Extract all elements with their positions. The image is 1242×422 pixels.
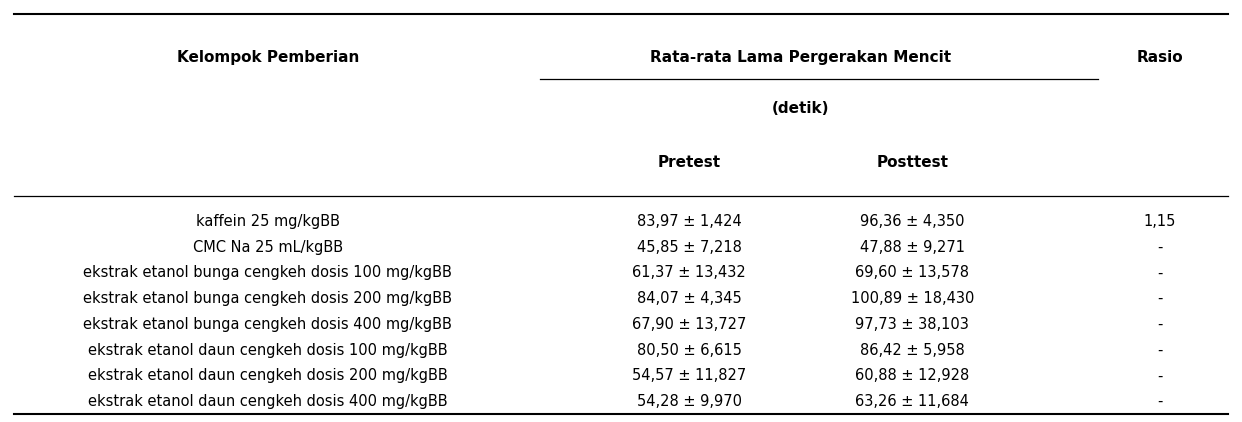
Text: Pretest: Pretest	[657, 155, 720, 170]
Text: ekstrak etanol daun cengkeh dosis 100 mg/kgBB: ekstrak etanol daun cengkeh dosis 100 mg…	[88, 343, 447, 358]
Text: 61,37 ± 13,432: 61,37 ± 13,432	[632, 265, 746, 281]
Text: 47,88 ± 9,271: 47,88 ± 9,271	[859, 240, 965, 255]
Text: 69,60 ± 13,578: 69,60 ± 13,578	[856, 265, 969, 281]
Text: ekstrak etanol bunga cengkeh dosis 200 mg/kgBB: ekstrak etanol bunga cengkeh dosis 200 m…	[83, 291, 452, 306]
Text: 80,50 ± 6,615: 80,50 ± 6,615	[637, 343, 741, 358]
Text: -: -	[1158, 394, 1163, 409]
Text: kaffein 25 mg/kgBB: kaffein 25 mg/kgBB	[196, 214, 340, 229]
Text: 96,36 ± 4,350: 96,36 ± 4,350	[859, 214, 965, 229]
Text: 97,73 ± 38,103: 97,73 ± 38,103	[856, 317, 969, 332]
Text: 86,42 ± 5,958: 86,42 ± 5,958	[859, 343, 965, 358]
Text: Rata-rata Lama Pergerakan Mencit: Rata-rata Lama Pergerakan Mencit	[650, 51, 951, 65]
Text: 54,57 ± 11,827: 54,57 ± 11,827	[632, 368, 746, 384]
Text: -: -	[1158, 291, 1163, 306]
Text: Posttest: Posttest	[876, 155, 948, 170]
Text: -: -	[1158, 343, 1163, 358]
Text: -: -	[1158, 317, 1163, 332]
Text: 67,90 ± 13,727: 67,90 ± 13,727	[632, 317, 746, 332]
Text: 83,97 ± 1,424: 83,97 ± 1,424	[637, 214, 741, 229]
Text: 1,15: 1,15	[1144, 214, 1176, 229]
Text: 54,28 ± 9,970: 54,28 ± 9,970	[637, 394, 741, 409]
Text: ekstrak etanol daun cengkeh dosis 400 mg/kgBB: ekstrak etanol daun cengkeh dosis 400 mg…	[88, 394, 447, 409]
Text: 60,88 ± 12,928: 60,88 ± 12,928	[854, 368, 969, 384]
Text: 63,26 ± 11,684: 63,26 ± 11,684	[856, 394, 969, 409]
Text: ekstrak etanol bunga cengkeh dosis 400 mg/kgBB: ekstrak etanol bunga cengkeh dosis 400 m…	[83, 317, 452, 332]
Text: 84,07 ± 4,345: 84,07 ± 4,345	[637, 291, 741, 306]
Text: -: -	[1158, 240, 1163, 255]
Text: ekstrak etanol daun cengkeh dosis 200 mg/kgBB: ekstrak etanol daun cengkeh dosis 200 mg…	[88, 368, 447, 384]
Text: Rasio: Rasio	[1136, 51, 1184, 65]
Text: 100,89 ± 18,430: 100,89 ± 18,430	[851, 291, 974, 306]
Text: -: -	[1158, 265, 1163, 281]
Text: (detik): (detik)	[773, 101, 830, 116]
Text: -: -	[1158, 368, 1163, 384]
Text: Kelompok Pemberian: Kelompok Pemberian	[176, 51, 359, 65]
Text: ekstrak etanol bunga cengkeh dosis 100 mg/kgBB: ekstrak etanol bunga cengkeh dosis 100 m…	[83, 265, 452, 281]
Text: 45,85 ± 7,218: 45,85 ± 7,218	[637, 240, 741, 255]
Text: CMC Na 25 mL/kgBB: CMC Na 25 mL/kgBB	[193, 240, 343, 255]
